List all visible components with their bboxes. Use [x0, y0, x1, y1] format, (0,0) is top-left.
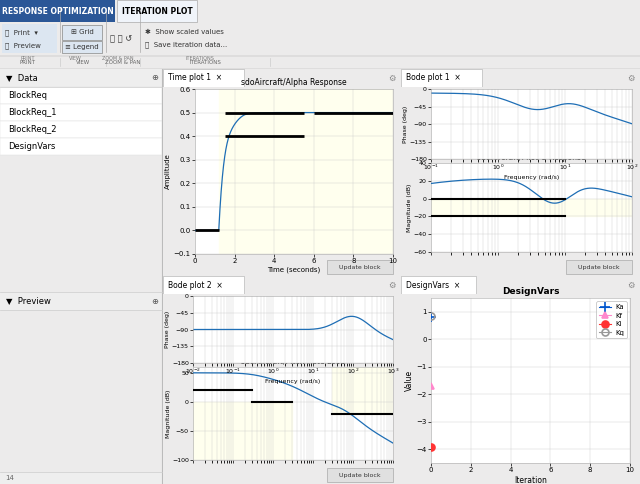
- X-axis label: Time (seconds): Time (seconds): [268, 267, 321, 273]
- Text: ⊕: ⊕: [151, 297, 158, 305]
- Bar: [431, 198, 632, 216]
- Text: 14: 14: [5, 475, 14, 481]
- Text: RESPONSE OPTIMIZATION: RESPONSE OPTIMIZATION: [2, 6, 114, 15]
- Y-axis label: Phase (deg): Phase (deg): [403, 106, 408, 143]
- Text: ZOOM & PAN: ZOOM & PAN: [105, 60, 141, 64]
- Text: DesignVars: DesignVars: [8, 142, 56, 151]
- Y-axis label: Phase (deg): Phase (deg): [166, 311, 170, 348]
- Text: ▼  Preview: ▼ Preview: [6, 297, 51, 305]
- Bar: [401, 276, 476, 294]
- Bar: [327, 468, 393, 482]
- Bar: [332, 367, 393, 413]
- Text: 💾  Save iteration data...: 💾 Save iteration data...: [145, 42, 227, 48]
- Bar: [327, 260, 393, 274]
- Y-axis label: Magnitude (dB): Magnitude (dB): [407, 183, 412, 232]
- Bar: [117, 0, 197, 22]
- Text: ⊞ Grid: ⊞ Grid: [70, 29, 93, 35]
- Text: Update block: Update block: [339, 264, 381, 270]
- Text: PRINT: PRINT: [20, 56, 35, 61]
- Y-axis label: Value: Value: [404, 370, 413, 391]
- Text: 🔍 🔎 ↺: 🔍 🔎 ↺: [110, 34, 132, 43]
- Text: ⚙: ⚙: [388, 74, 396, 82]
- Bar: [163, 276, 243, 294]
- Bar: [0, 138, 162, 155]
- Text: DesignVars  ×: DesignVars ×: [406, 281, 460, 289]
- Text: ⊕: ⊕: [151, 74, 158, 82]
- Text: PRINT: PRINT: [20, 60, 36, 64]
- Text: ⎙  Print  ▾: ⎙ Print ▾: [5, 30, 38, 36]
- Bar: [401, 69, 481, 87]
- Bar: [2, 24, 57, 53]
- Text: ITERATIONS: ITERATIONS: [189, 60, 221, 64]
- Text: ⚙: ⚙: [627, 281, 635, 289]
- Text: ✱  Show scaled values: ✱ Show scaled values: [145, 29, 224, 35]
- Text: ZOOM & PAN: ZOOM & PAN: [102, 56, 134, 61]
- Text: BlockReq: BlockReq: [8, 91, 47, 100]
- Bar: [0, 121, 162, 138]
- Text: BlockReq_1: BlockReq_1: [8, 108, 56, 117]
- Text: Bode plot 1  ×: Bode plot 1 ×: [406, 74, 461, 82]
- Y-axis label: Amplitude: Amplitude: [165, 153, 171, 189]
- Text: 🔍  Preview: 🔍 Preview: [5, 43, 41, 49]
- Legend: Ka, Kf, Ki, Kq: Ka, Kf, Ki, Kq: [596, 302, 627, 338]
- Text: ITERATION PLOT: ITERATION PLOT: [122, 6, 193, 15]
- X-axis label: Frequency (rad/s): Frequency (rad/s): [504, 175, 559, 180]
- Y-axis label: Magnitude (dB): Magnitude (dB): [166, 389, 171, 438]
- Bar: [219, 89, 393, 254]
- Bar: [566, 260, 632, 274]
- Text: ▼  Data: ▼ Data: [6, 74, 38, 82]
- Bar: [0, 0, 115, 22]
- Bar: [0, 69, 163, 87]
- X-axis label: Iteration: Iteration: [514, 476, 547, 484]
- Text: VIEW: VIEW: [68, 56, 81, 61]
- Title: sdoAircraft/Pilot G Response: sdoAircraft/Pilot G Response: [477, 153, 586, 162]
- Title: sdoAircraft/Pitch Rate Loop: sdoAircraft/Pitch Rate Loop: [241, 357, 345, 366]
- Text: BlockReq_2: BlockReq_2: [8, 125, 56, 134]
- X-axis label: Frequency (rad/s): Frequency (rad/s): [266, 379, 321, 384]
- Text: ⚙: ⚙: [627, 74, 635, 82]
- Bar: [0, 472, 163, 484]
- Bar: [0, 104, 162, 121]
- Title: sdoAircraft/Alpha Response: sdoAircraft/Alpha Response: [241, 78, 347, 87]
- Text: Bode plot 2  ×: Bode plot 2 ×: [168, 281, 223, 289]
- Text: ITERATIONS: ITERATIONS: [186, 56, 214, 61]
- Title: DesignVars: DesignVars: [502, 287, 559, 296]
- Bar: [0, 87, 162, 104]
- Text: VIEW: VIEW: [76, 60, 90, 64]
- Text: Update block: Update block: [339, 472, 381, 478]
- Bar: [0, 292, 163, 310]
- Bar: [62, 41, 102, 53]
- Text: ⚙: ⚙: [388, 281, 396, 289]
- Bar: [163, 69, 243, 87]
- Bar: [193, 402, 292, 460]
- Bar: [62, 26, 102, 40]
- Text: Update block: Update block: [578, 264, 620, 270]
- Text: Time plot 1  ×: Time plot 1 ×: [168, 74, 222, 82]
- Text: ≡ Legend: ≡ Legend: [65, 44, 99, 50]
